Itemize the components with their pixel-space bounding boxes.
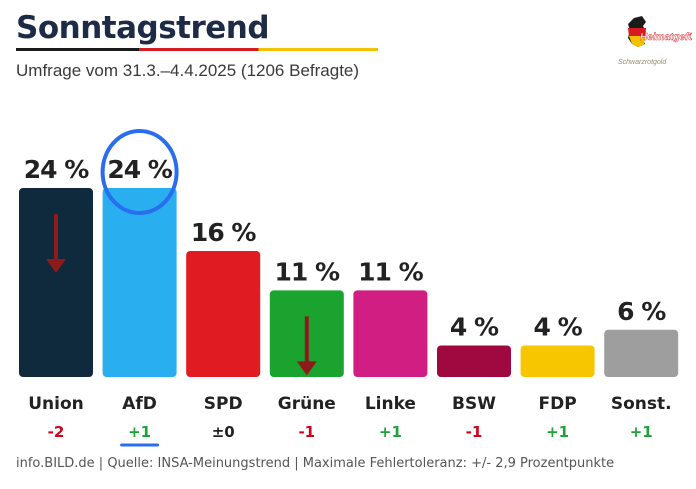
logo-subtext: Schwarzrotgold — [618, 59, 667, 66]
value-label-spd: 16 % — [191, 218, 256, 247]
value-label-afd: 24 % — [107, 155, 172, 184]
category-label-spd: SPD — [204, 394, 243, 414]
change-label-afd: +1 — [128, 423, 151, 441]
footer-source: info.BILD.de | Quelle: INSA-Meinungstren… — [16, 456, 615, 471]
heimatgefuehl-logo: Heimatgefühl Schwarzrotgold — [618, 16, 692, 66]
change-label-grne: -1 — [298, 423, 315, 441]
change-label-bsw: -1 — [466, 423, 483, 441]
value-label-bsw: 4 % — [450, 313, 499, 342]
change-label-sonst: +1 — [630, 423, 653, 441]
title-underline — [16, 48, 378, 51]
category-label-grne: Grüne — [278, 394, 336, 414]
category-label-afd: AfD — [122, 394, 157, 414]
value-label-union: 24 % — [24, 155, 89, 184]
category-label-linke: Linke — [365, 394, 416, 414]
change-label-fdp: +1 — [546, 423, 569, 441]
bar-union — [19, 188, 93, 377]
highlight-circle-afd — [100, 129, 179, 215]
logo-text: Heimatgefühl — [640, 32, 692, 43]
category-label-bsw: BSW — [452, 394, 496, 414]
value-label-grne: 11 % — [275, 257, 340, 286]
bar-fdp — [520, 345, 595, 377]
trend-arrowhead-union — [46, 259, 66, 273]
category-label-union: Union — [28, 394, 84, 414]
value-label-sonst: 6 % — [617, 297, 666, 326]
bar-bsw — [437, 345, 511, 377]
bar-spd — [186, 251, 261, 377]
bar-afd — [102, 188, 177, 377]
chart-subtitle: Umfrage vom 31.3.–4.4.2025 (1206 Befragt… — [16, 61, 360, 80]
bar-sonst — [604, 329, 679, 377]
value-label-linke: 11 % — [358, 257, 423, 286]
category-label-fdp: FDP — [539, 394, 577, 414]
change-label-union: -2 — [48, 423, 65, 441]
trend-arrowhead-grne — [296, 361, 317, 376]
chart-title: Sonntagstrend — [16, 10, 270, 46]
bar-linke — [353, 290, 428, 377]
change-label-spd: ±0 — [212, 423, 235, 441]
change-label-linke: +1 — [379, 423, 402, 441]
category-label-sonst: Sonst. — [611, 394, 672, 414]
value-label-fdp: 4 % — [534, 313, 583, 342]
